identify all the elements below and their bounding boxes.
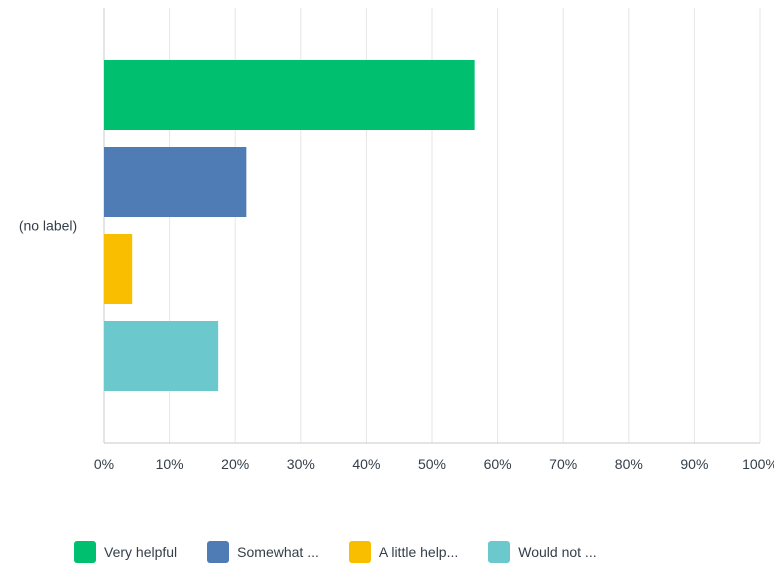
axes: 0% 10% 20% 30% 40% 50% 60% 70% 80% 90% 100% (no lab… (19, 218, 774, 473)
legend-swatch (207, 541, 230, 563)
legend-swatch (348, 541, 371, 563)
legend-item-1[interactable]: Very helpful (74, 541, 177, 563)
legend: Very helpful Somewhat ... A little help...… (74, 541, 627, 563)
legend-swatch (74, 541, 96, 563)
x-tick-label: 90% (680, 456, 708, 472)
category-label: (no label) (19, 218, 77, 234)
x-tick-label: 70% (549, 456, 577, 472)
x-tick-label: 80% (615, 456, 643, 472)
legend-swatch (488, 541, 511, 563)
legend-item-4[interactable]: Would not ... (488, 541, 597, 563)
x-tick-label: 40% (352, 456, 380, 472)
legend-label: Very helpful (104, 544, 178, 560)
legend-item-3[interactable]: A little help... (348, 541, 459, 563)
bar-3[interactable] (104, 234, 133, 304)
bars (104, 60, 475, 391)
x-tick-label: 20% (221, 456, 249, 472)
x-tick-label: 50% (418, 456, 446, 472)
legend-item-2[interactable]: Somewhat ... (207, 541, 319, 563)
x-tick-label: 30% (287, 456, 315, 472)
x-tick-label: 0% (94, 456, 114, 472)
bar-2[interactable] (104, 147, 247, 217)
bar-1[interactable] (104, 60, 475, 130)
bar-4[interactable] (104, 321, 219, 391)
x-tick-label: 10% (156, 456, 184, 472)
legend-label: A little help... (378, 544, 459, 560)
legend-label: Somewhat ... (237, 544, 319, 560)
x-tick-label: 100% (742, 456, 774, 472)
legend-label: Would not ... (518, 544, 597, 560)
x-tick-label: 60% (484, 456, 512, 472)
